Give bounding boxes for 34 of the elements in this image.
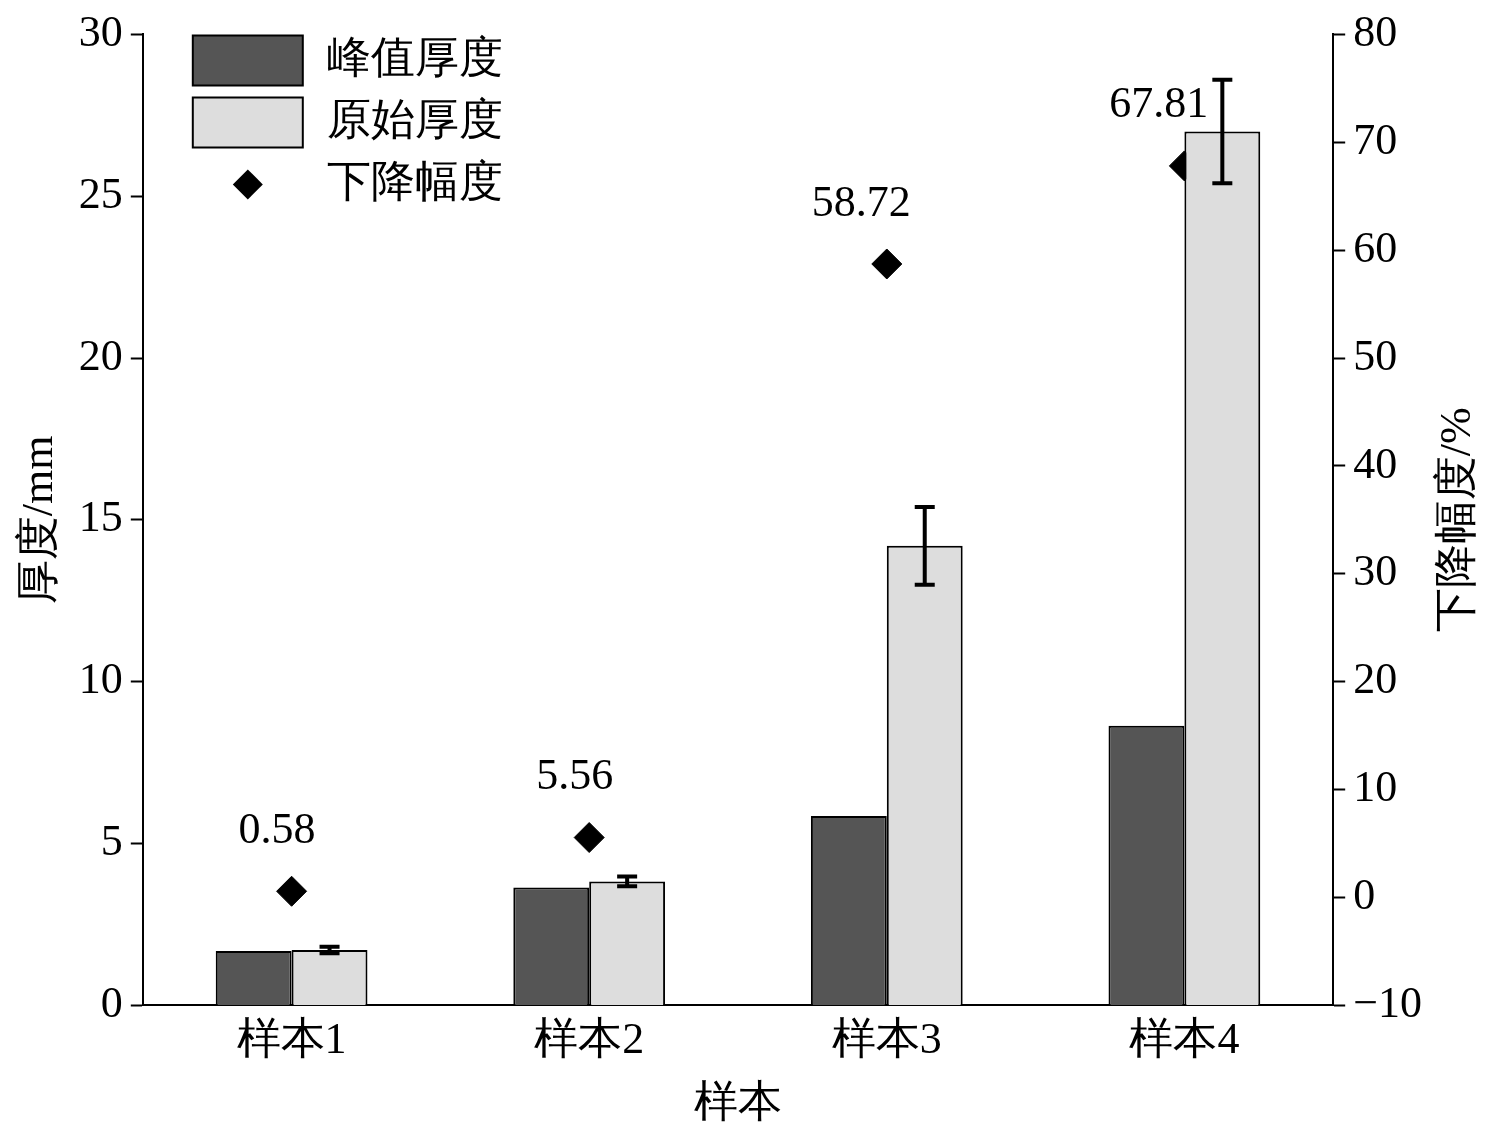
point [276,875,308,907]
point [871,248,903,280]
data-label: 5.56 [536,750,614,800]
x-axis-title: 样本 [693,1077,782,1127]
data-label: 67.81 [1109,78,1209,128]
y2-tick-label: 70 [1353,114,1398,164]
y-tick-label: 10 [78,654,123,704]
y2-tick-label: 80 [1353,6,1398,56]
point [573,822,605,854]
y2-tick-label: 20 [1353,654,1398,704]
y-tick-label: 25 [78,168,123,218]
y2-tick-label: 50 [1353,330,1398,380]
x-tick-label: 样本3 [831,1014,942,1064]
y-tick-label: 0 [100,977,123,1027]
y2-axis-title: 下降幅度/% [1430,407,1480,633]
x-tick-label: 样本2 [534,1014,645,1064]
y-axis-title: 厚度/mm [12,435,62,605]
legend-label: 下降幅度 [326,156,503,206]
x-tick-label: 样本1 [236,1014,347,1064]
x-tick-label: 样本4 [1129,1014,1240,1064]
y2-tick-label: 10 [1353,762,1398,812]
y2-tick-label: 60 [1353,222,1398,272]
legend-label: 原始厚度 [326,94,503,144]
y2-tick-label: 30 [1353,546,1398,596]
y-tick-label: 20 [78,330,123,380]
y-tick-label: 15 [78,492,123,542]
legend-label: 峰值厚度 [326,32,503,82]
data-label: 58.72 [811,176,911,226]
y-tick-label: 30 [78,6,123,56]
data-label: 0.58 [238,803,316,853]
y-tick-label: 5 [100,816,123,866]
y2-tick-label: 0 [1353,870,1376,920]
y2-tick-label: 40 [1353,438,1398,488]
y2-tick-label: −10 [1353,977,1423,1027]
